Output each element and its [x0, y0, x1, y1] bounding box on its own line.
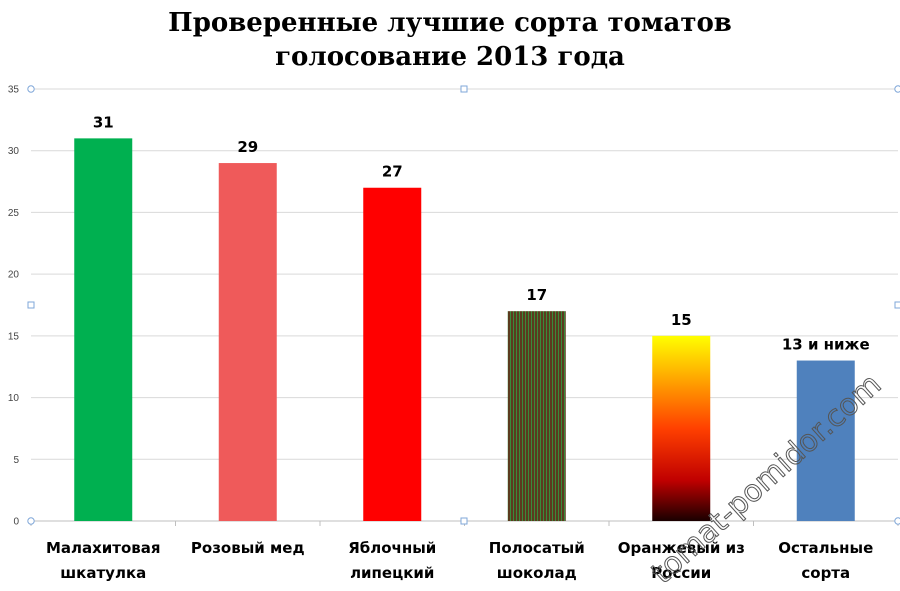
- category-label-2: липецкий: [350, 564, 434, 582]
- y-tick-label: 35: [8, 85, 20, 96]
- data-label-2: 27: [382, 163, 403, 181]
- bar-4: [652, 335, 711, 521]
- category-label-4: России: [651, 564, 711, 582]
- category-label-5: сорта: [801, 564, 850, 582]
- data-label-3: 17: [526, 286, 547, 304]
- bars: [74, 138, 855, 522]
- bar-1: [218, 163, 277, 522]
- category-label-1: Розовый мед: [191, 539, 305, 557]
- category-label-0: Малахитовая: [46, 539, 161, 557]
- chart-title-line-1: Проверенные лучшие сорта томатов: [168, 8, 732, 38]
- data-label-1: 29: [237, 138, 258, 156]
- labels: 0 5 10 15 20 25 30 35 31 Малахитовая шкатулка 29 Роз…: [8, 85, 873, 583]
- selection-handle: [27, 517, 35, 525]
- selection-handle: [460, 85, 468, 93]
- data-label-0: 31: [93, 113, 114, 131]
- category-label-4: Оранжевый из: [618, 539, 745, 557]
- chart-title-line-2: голосование 2013 года: [275, 42, 625, 72]
- data-label-4: 15: [671, 311, 692, 329]
- selection-handle: [894, 517, 900, 525]
- selection-handle: [27, 301, 35, 309]
- category-label-3: шоколад: [497, 564, 577, 582]
- y-tick-label: 10: [8, 393, 20, 404]
- y-tick-label: 20: [8, 270, 20, 281]
- bar-3: [507, 311, 566, 521]
- bar-2: [363, 187, 422, 521]
- bar-5: [796, 360, 855, 521]
- selection-handle: [894, 301, 900, 309]
- y-tick-label: 25: [8, 208, 20, 219]
- category-label-0: шкатулка: [60, 564, 146, 582]
- gridlines: [31, 88, 898, 460]
- y-tick-label: 5: [13, 455, 19, 466]
- y-tick-label: 0: [13, 517, 19, 528]
- category-label-5: Остальные: [778, 539, 873, 557]
- y-tick-label: 15: [8, 331, 20, 342]
- category-label-3: Полосатый: [489, 539, 585, 557]
- chart-title: Проверенные лучшие сорта томатов голосов…: [0, 6, 900, 74]
- data-label-5: 13 и ниже: [782, 336, 870, 354]
- selection-handle: [894, 85, 900, 93]
- bar-0: [74, 138, 133, 521]
- selection-handle: [27, 85, 35, 93]
- selection-handles: [27, 85, 900, 525]
- category-label-2: Яблочный: [348, 539, 436, 557]
- selection-handle: [460, 517, 468, 525]
- y-tick-label: 30: [8, 146, 20, 157]
